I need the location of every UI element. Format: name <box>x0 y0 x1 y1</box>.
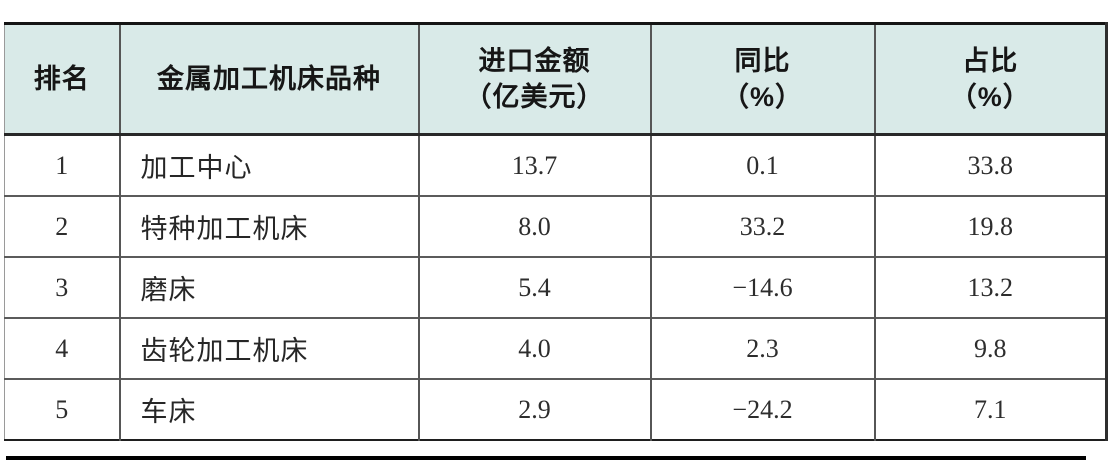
cell-rank: 4 <box>4 317 121 379</box>
cell-share: 7.1 <box>874 378 1107 440</box>
column-header-rank: 排名 <box>4 23 121 136</box>
header-label: 排名 <box>33 64 90 94</box>
cell-variety: 车床 <box>119 378 420 440</box>
header-label: 金属加工机床品种 <box>157 64 381 94</box>
column-header-share: 占比 （%） <box>874 23 1107 136</box>
table-body: 1 加工中心 13.7 0.1 33.8 2 特种加工机床 8.0 33.2 1… <box>4 134 1107 440</box>
cell-import-value: 2.9 <box>418 378 652 440</box>
header-sublabel: （%） <box>721 82 803 112</box>
cell-yoy: 33.2 <box>650 195 876 257</box>
cell-yoy: 2.3 <box>650 317 876 379</box>
cell-share: 9.8 <box>874 317 1107 379</box>
header-label: 进口金额 <box>478 46 591 76</box>
machine-tool-import-table: 排名 金属加工机床品种 进口金额 （亿美元） 同比 （%） 占比 （%） <box>4 22 1108 441</box>
header-row: 排名 金属加工机床品种 进口金额 （亿美元） 同比 （%） 占比 （%） <box>4 23 1107 136</box>
table-row: 2 特种加工机床 8.0 33.2 19.8 <box>4 195 1107 257</box>
cell-import-value: 5.4 <box>418 256 652 318</box>
cell-import-value: 13.7 <box>418 134 652 196</box>
cell-rank: 2 <box>4 195 121 257</box>
cell-share: 13.2 <box>874 256 1107 318</box>
header-sublabel: （%） <box>949 82 1031 112</box>
column-header-variety: 金属加工机床品种 <box>119 23 420 136</box>
column-header-import-value: 进口金额 （亿美元） <box>418 23 652 136</box>
table-row: 3 磨床 5.4 −14.6 13.2 <box>4 256 1107 318</box>
cell-share: 19.8 <box>874 195 1107 257</box>
cell-rank: 1 <box>4 134 121 196</box>
cell-import-value: 4.0 <box>418 317 652 379</box>
header-label: 同比 <box>734 46 791 76</box>
cell-rank: 3 <box>4 256 121 318</box>
cell-variety: 磨床 <box>119 256 420 318</box>
table-row: 1 加工中心 13.7 0.1 33.8 <box>4 134 1107 196</box>
cell-yoy: −24.2 <box>650 378 876 440</box>
cell-yoy: −14.6 <box>650 256 876 318</box>
cell-variety: 齿轮加工机床 <box>119 317 420 379</box>
cell-share: 33.8 <box>874 134 1107 196</box>
cell-variety: 加工中心 <box>119 134 420 196</box>
table-row: 5 车床 2.9 −24.2 7.1 <box>4 378 1107 440</box>
page-bottom-rule <box>6 456 1086 460</box>
cell-yoy: 0.1 <box>650 134 876 196</box>
column-header-yoy: 同比 （%） <box>650 23 876 136</box>
table-row: 4 齿轮加工机床 4.0 2.3 9.8 <box>4 317 1107 379</box>
table-header: 排名 金属加工机床品种 进口金额 （亿美元） 同比 （%） 占比 （%） <box>4 23 1107 136</box>
header-sublabel: （亿美元） <box>464 82 605 112</box>
cell-variety: 特种加工机床 <box>119 195 420 257</box>
header-label: 占比 <box>962 46 1019 76</box>
cell-import-value: 8.0 <box>418 195 652 257</box>
cell-rank: 5 <box>4 378 121 440</box>
